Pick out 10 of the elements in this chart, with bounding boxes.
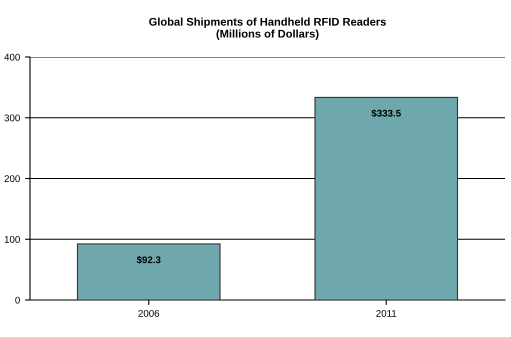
data-label: $333.5 xyxy=(372,109,401,118)
chart-title: Global Shipments of Handheld RFID Readers (Millions of Dollars) xyxy=(149,18,386,40)
x-tick-label: 2006 xyxy=(138,310,160,317)
data-label: $92.3 xyxy=(136,256,161,264)
y-tick-label: 400 xyxy=(4,54,20,61)
y-tick-label: 300 xyxy=(4,114,20,122)
x-tick-label: 2011 xyxy=(376,310,396,317)
y-tick-label: 100 xyxy=(4,236,20,243)
y-tick-label: 200 xyxy=(4,175,20,182)
y-tick-label: 0 xyxy=(15,296,20,304)
